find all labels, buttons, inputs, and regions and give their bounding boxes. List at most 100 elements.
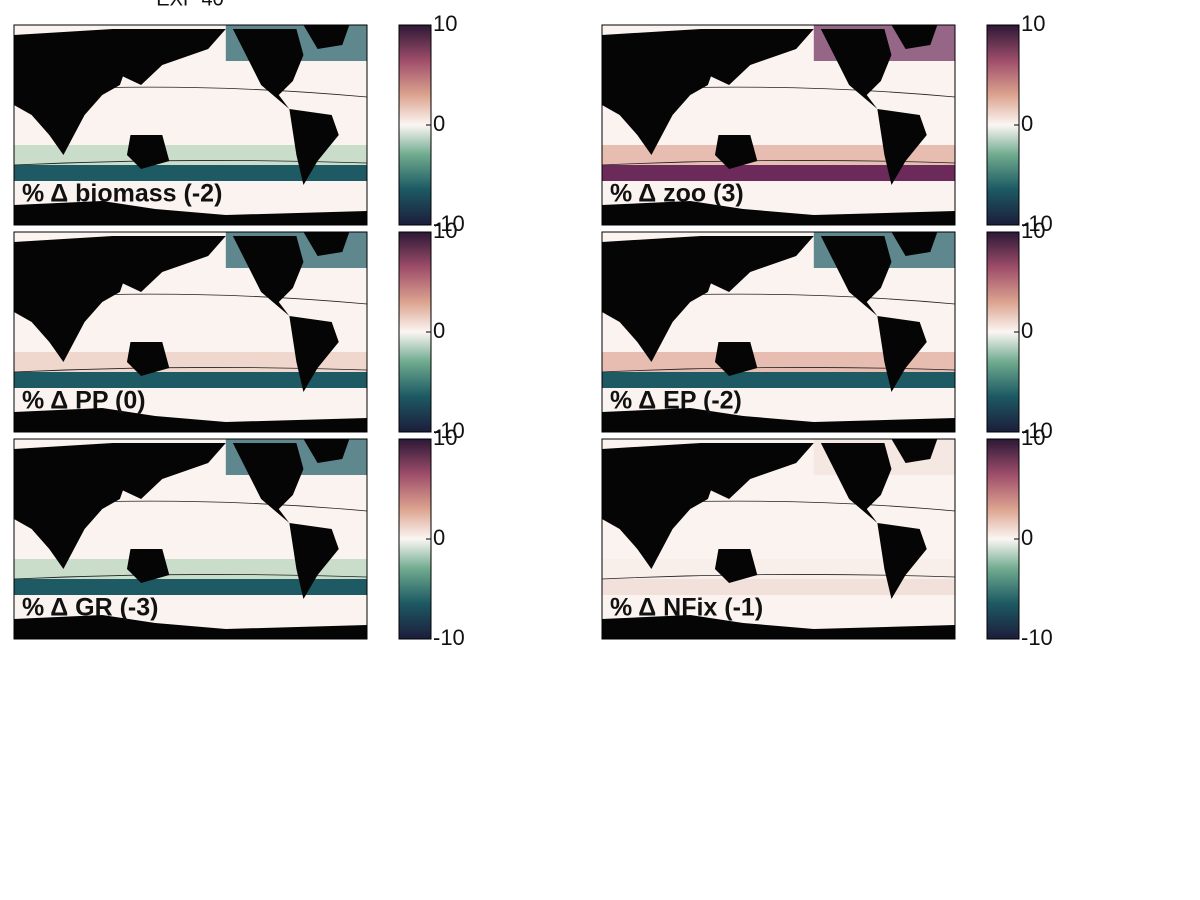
land — [602, 615, 955, 639]
land — [14, 29, 131, 155]
land — [126, 135, 170, 169]
land — [14, 443, 131, 569]
land — [820, 443, 892, 523]
colorbar-tick-label: -10 — [433, 418, 465, 443]
map-frame — [13, 231, 368, 433]
colorbar-tick-label: -10 — [433, 625, 465, 650]
land — [14, 615, 367, 639]
colorbar-tick-label: -10 — [1021, 211, 1053, 236]
land — [700, 236, 814, 292]
midlat-band — [14, 352, 367, 372]
map-frame — [13, 24, 368, 226]
land — [602, 443, 719, 569]
contour — [13, 574, 368, 580]
map-panel: % Δ biomass (-2) — [13, 24, 368, 226]
subpolar-band — [14, 372, 367, 388]
land — [602, 408, 955, 432]
colorbar-tick-label: 10 — [433, 218, 457, 243]
land — [232, 236, 304, 316]
panel-label: % Δ biomass (-2) — [22, 180, 222, 208]
land — [289, 109, 339, 185]
contour — [601, 367, 956, 373]
panel-label: % Δ GR (-3) — [22, 594, 159, 622]
land — [602, 236, 719, 362]
panel-label: % Δ NFix (-1) — [610, 594, 763, 622]
land — [112, 29, 226, 85]
colorbar-tick-label: -10 — [1021, 625, 1053, 650]
colorbar-tick-label: -10 — [433, 211, 465, 236]
land — [289, 316, 339, 392]
land — [602, 29, 719, 155]
map-frame — [601, 231, 956, 433]
map-frame — [601, 24, 956, 226]
midlat-band — [602, 145, 955, 165]
map-panel: % Δ EP (-2) — [601, 231, 956, 433]
panel-label: % Δ zoo (3) — [610, 180, 744, 208]
midlat-band — [14, 559, 367, 579]
colorbar-tick-label: 0 — [433, 525, 445, 550]
land — [112, 236, 226, 292]
land — [126, 342, 170, 376]
land — [820, 29, 892, 109]
midlat-band — [602, 559, 955, 579]
land — [877, 316, 927, 392]
colorbar-tick-label: 0 — [433, 318, 445, 343]
subpolar-band — [602, 165, 955, 181]
land — [877, 523, 927, 599]
land — [700, 443, 814, 499]
land — [303, 232, 350, 256]
map-panel: % Δ PP (0) — [13, 231, 368, 433]
map-panel: % Δ NFix (-1) — [601, 438, 956, 640]
colorbar-tick-label: 10 — [1021, 218, 1045, 243]
subpolar-band — [14, 579, 367, 595]
land — [891, 25, 938, 49]
land — [14, 408, 367, 432]
land — [891, 232, 938, 256]
midlat-band — [14, 145, 367, 165]
colorbar-tick-label: 0 — [1021, 525, 1033, 550]
colorbar-tick-label: 0 — [433, 111, 445, 136]
subpolar-band — [602, 372, 955, 388]
colorbar-tick-label: 10 — [433, 425, 457, 450]
land — [877, 109, 927, 185]
contour — [13, 367, 368, 373]
colorbar-tick-label: 10 — [1021, 11, 1045, 36]
contour — [13, 160, 368, 166]
colorbar-tick-label: 10 — [433, 11, 457, 36]
land — [602, 201, 955, 225]
subpolar-band — [14, 165, 367, 181]
land — [891, 439, 938, 463]
colorbar-tick-label: -10 — [1021, 418, 1053, 443]
land — [112, 443, 226, 499]
land — [303, 25, 350, 49]
map-frame — [601, 438, 956, 640]
contour — [601, 574, 956, 580]
colorbar — [986, 231, 1020, 433]
contour — [601, 160, 956, 166]
land — [700, 29, 814, 85]
midlat-band — [602, 352, 955, 372]
colorbar — [398, 231, 432, 433]
land — [126, 549, 170, 583]
colorbar — [398, 438, 432, 640]
panel-label: % Δ PP (0) — [22, 387, 146, 415]
land — [14, 201, 367, 225]
land — [714, 549, 758, 583]
colorbar-tick-label: 10 — [1021, 425, 1045, 450]
colorbar — [986, 438, 1020, 640]
land — [232, 443, 304, 523]
colorbar-tick-label: 0 — [1021, 318, 1033, 343]
land — [714, 342, 758, 376]
land — [820, 236, 892, 316]
map-frame — [13, 438, 368, 640]
map-panel: % Δ zoo (3) — [601, 24, 956, 226]
land — [14, 236, 131, 362]
colorbar — [986, 24, 1020, 226]
colorbar-tick-label: 0 — [1021, 111, 1033, 136]
figure-title: EXP 40 — [156, 0, 223, 10]
panel-label: % Δ EP (-2) — [610, 387, 742, 415]
map-panel: % Δ GR (-3) — [13, 438, 368, 640]
subpolar-band — [602, 579, 955, 595]
land — [232, 29, 304, 109]
